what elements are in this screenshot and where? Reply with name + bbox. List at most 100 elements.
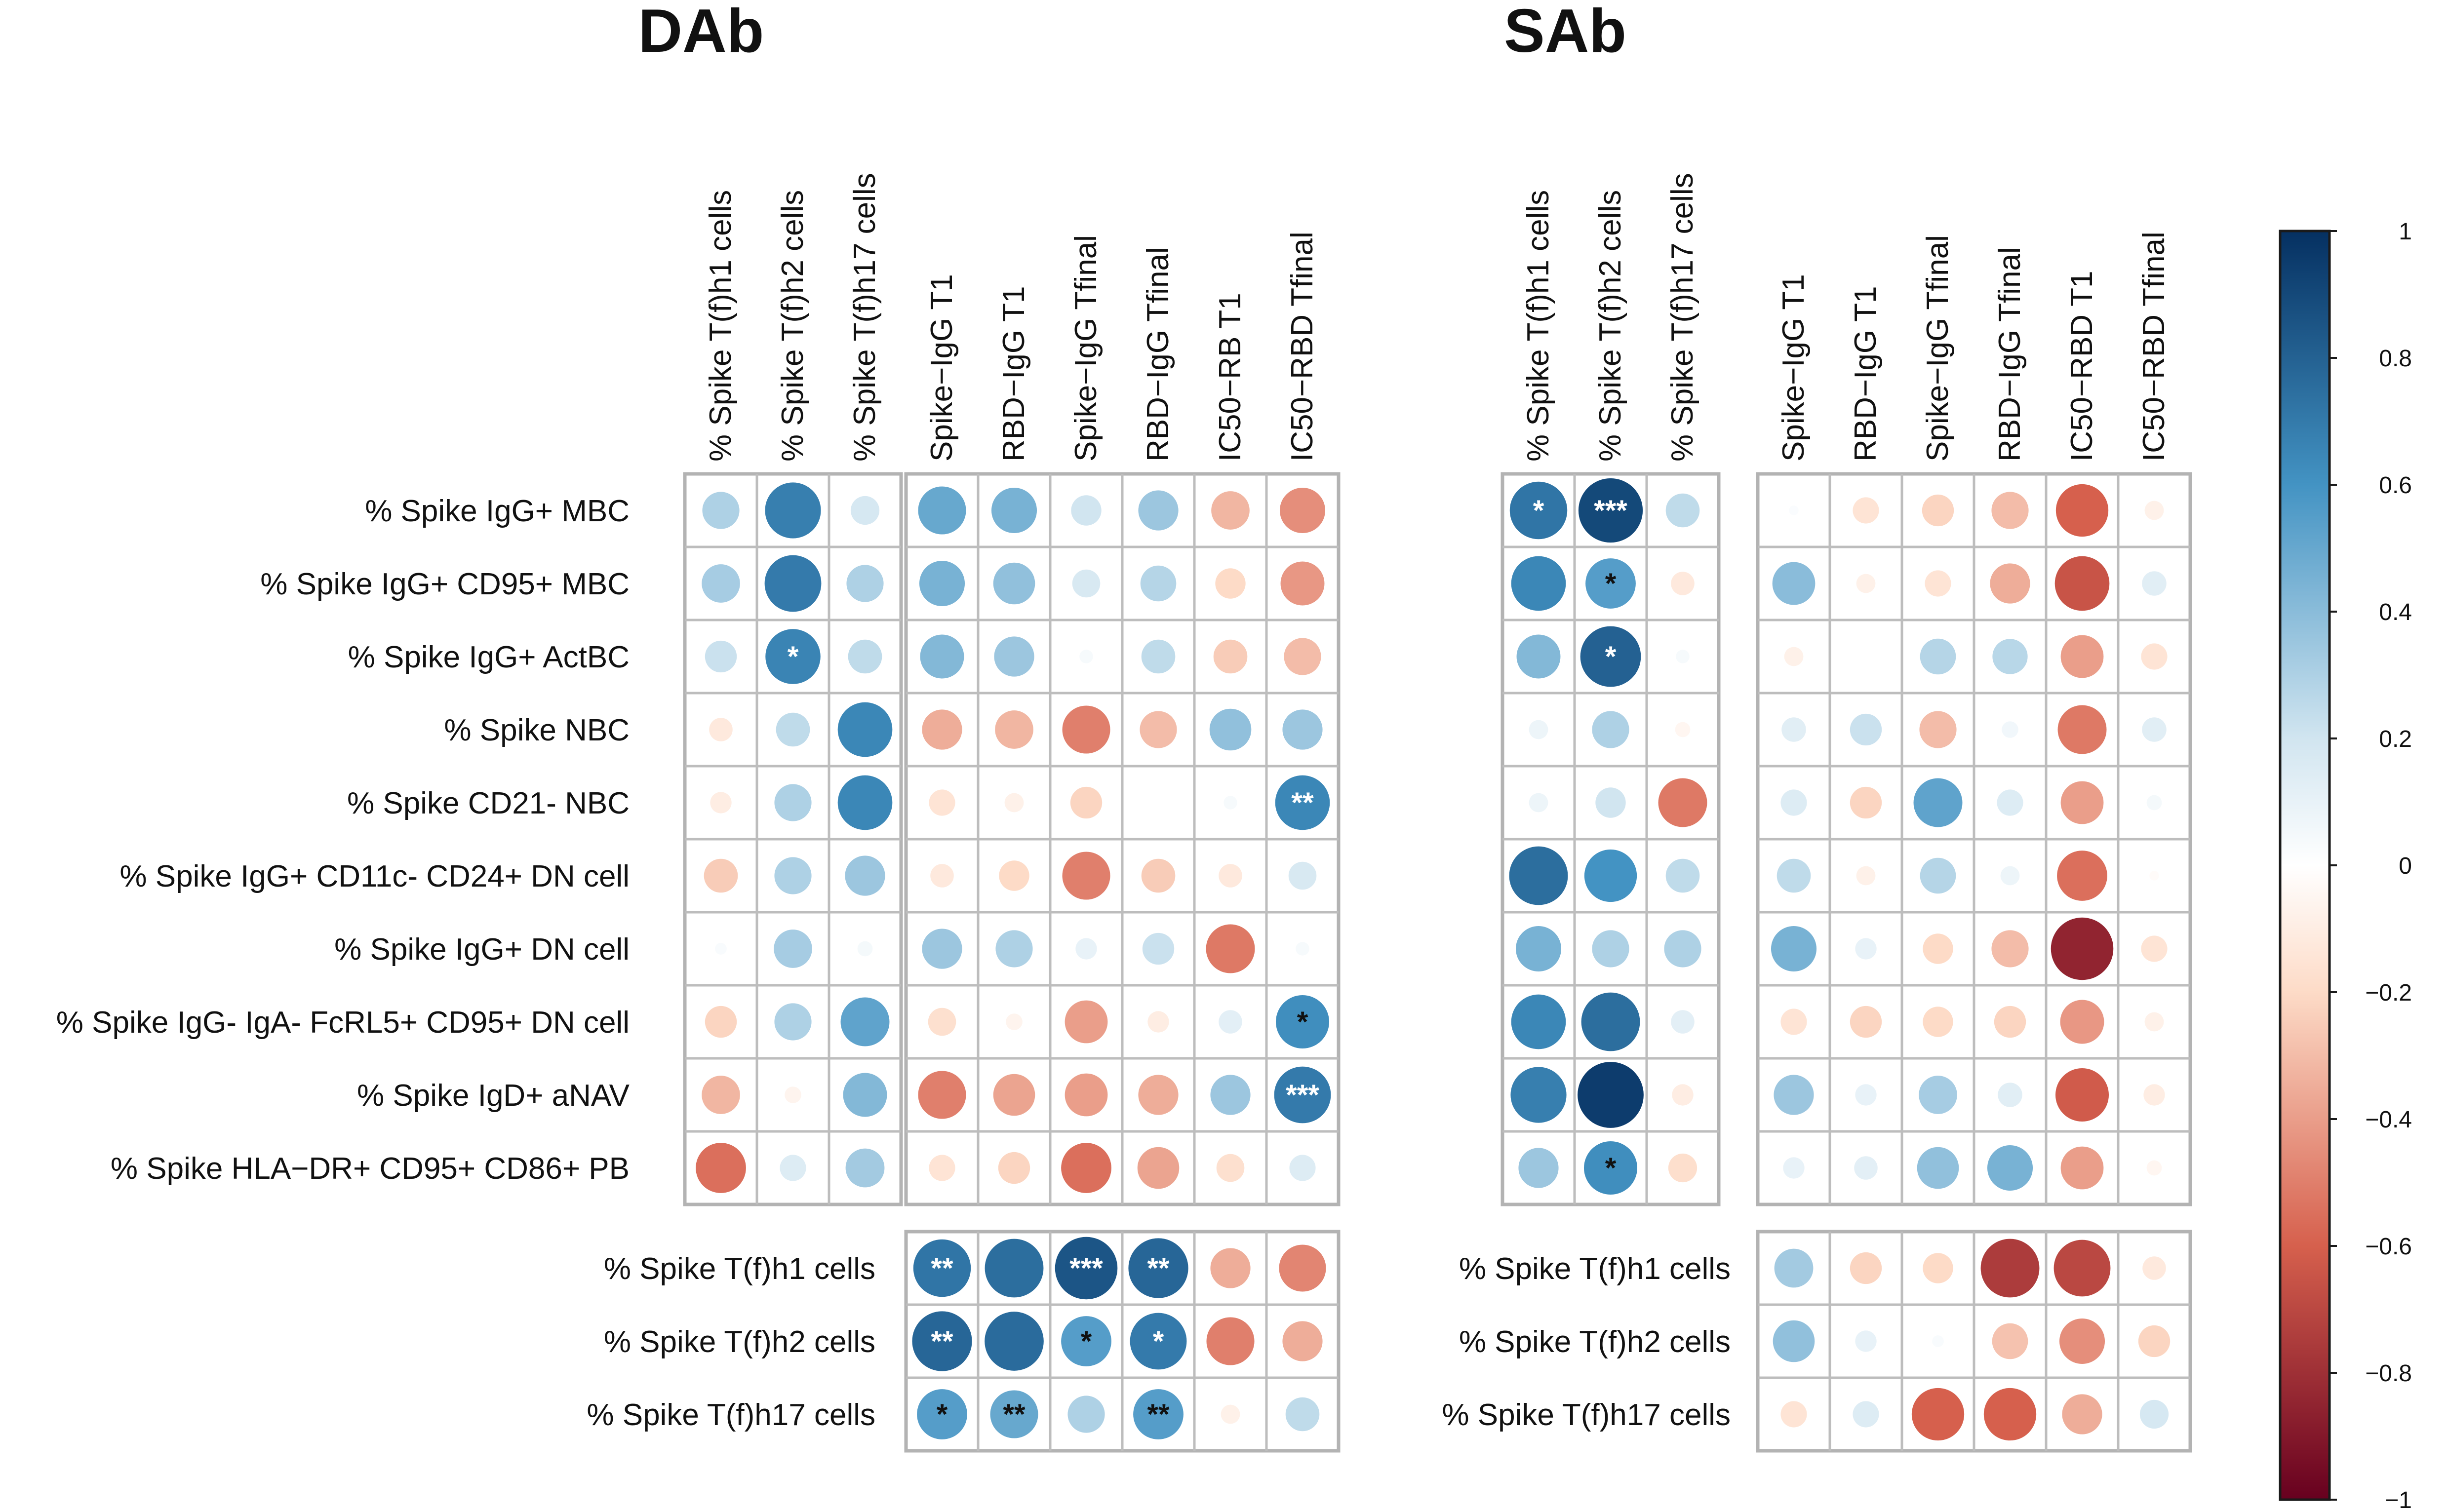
correlation-circle <box>846 565 884 602</box>
row-label: % Spike T(f)h1 cells <box>1459 1252 1731 1286</box>
correlation-circle <box>1773 1320 1815 1362</box>
significance-mark: * <box>1605 1152 1617 1184</box>
correlation-circle <box>1671 1010 1695 1034</box>
correlation-circle <box>1070 786 1103 819</box>
row-label: % Spike IgG- IgA- FcRL5+ CD95+ DN cell <box>56 1006 630 1040</box>
correlation-circle <box>1280 561 1325 606</box>
correlation-circle <box>1925 570 1951 597</box>
correlation-circle <box>1913 778 1963 827</box>
correlation-circle <box>1006 1013 1023 1030</box>
colorbar-tick-label: 1 <box>2399 219 2412 245</box>
correlation-circle <box>2057 851 2107 901</box>
correlation-circle <box>1296 942 1309 956</box>
correlation-circle <box>1509 846 1568 905</box>
correlation-circle <box>1518 1148 1559 1188</box>
correlation-circle <box>1777 858 1811 893</box>
significance-mark: *** <box>1286 1079 1319 1111</box>
correlation-circle <box>2142 1256 2166 1280</box>
correlation-circle <box>917 1389 967 1439</box>
correlation-circle <box>1288 861 1317 890</box>
correlation-circle <box>1274 1066 1331 1124</box>
correlation-circle <box>1932 1335 1944 1347</box>
correlation-circle <box>1285 1397 1320 1432</box>
correlation-circle <box>1062 852 1110 900</box>
correlation-circle <box>1138 1075 1179 1115</box>
correlation-circle <box>1856 574 1876 593</box>
plot-layer: % Spike T(f)h1 cells % Spike T(f)h2 cells… <box>56 173 2192 1453</box>
correlation-circle <box>2142 571 2167 596</box>
panel-title-dab: DAb <box>638 0 764 65</box>
correlation-circle <box>1675 722 1691 737</box>
column-label: Spike−IgG T1 <box>925 274 959 462</box>
correlation-circle <box>913 1239 971 1297</box>
correlation-circle <box>1210 1075 1251 1115</box>
correlation-circle <box>1850 1252 1882 1284</box>
correlation-circle <box>928 1008 956 1036</box>
significance-mark: ** <box>931 1325 953 1357</box>
correlation-circle <box>1133 1389 1184 1439</box>
correlation-circle <box>990 1390 1038 1438</box>
correlation-circle <box>1774 1075 1814 1115</box>
correlation-circle <box>837 775 893 830</box>
correlation-circle <box>918 1071 966 1119</box>
correlation-circle <box>2057 705 2107 754</box>
significance-mark: * <box>788 641 799 673</box>
correlation-circle <box>774 930 812 968</box>
correlation-circle <box>2142 717 2167 742</box>
column-label: IC50−RB T1 <box>1213 293 1247 462</box>
correlation-circle <box>1219 864 1242 888</box>
correlation-circle <box>1581 992 1640 1051</box>
correlation-circle <box>2060 781 2104 824</box>
correlation-circle <box>922 929 962 969</box>
correlation-circle <box>1138 490 1179 531</box>
correlation-circle <box>922 709 962 750</box>
correlation-circle <box>1511 994 1566 1049</box>
correlation-circle <box>1855 938 1877 960</box>
column-label: Spike−IgG Tfinal <box>1069 235 1103 462</box>
row-label: % Spike NBC <box>444 713 630 747</box>
column-label: RBD−IgG Tfinal <box>1993 247 2027 462</box>
column-label: % Spike T(f)h2 cells <box>1593 190 1627 462</box>
significance-mark: * <box>1153 1325 1164 1357</box>
row-label: % Spike IgD+ aNAV <box>357 1079 630 1113</box>
significance-mark: ** <box>931 1252 953 1284</box>
correlation-circle <box>702 492 740 529</box>
correlation-circle <box>1275 775 1330 830</box>
colorbar-tick-label: −0.8 <box>2365 1360 2412 1387</box>
panel-title-sab: SAb <box>1504 0 1626 65</box>
row-label: % Spike HLA−DR+ CD95+ CD86+ PB <box>111 1152 630 1186</box>
correlation-circle <box>857 941 873 957</box>
colorbar-tick-label: −1 <box>2385 1487 2412 1512</box>
correlation-circle <box>2000 866 2020 886</box>
correlation-circle <box>929 789 955 816</box>
correlation-circle <box>1141 639 1176 674</box>
correlation-circle <box>1067 1396 1105 1433</box>
correlation-circle <box>1065 1073 1108 1117</box>
correlation-circle <box>845 1148 885 1188</box>
column-label: % Spike T(f)h1 cells <box>704 190 738 462</box>
row-label: % Spike CD21- NBC <box>347 786 630 820</box>
correlation-circle <box>1991 492 2029 529</box>
colorbar-ticks: 1 0.8 0.6 0.4 0.2 0 −0.2 −0.4 −0.6 −0.8 −1 <box>2330 219 2412 1512</box>
correlation-circle <box>705 640 737 673</box>
correlation-circle <box>1771 926 1817 972</box>
correlation-circle <box>1919 1076 1957 1114</box>
colorbar-tick-label: 0.6 <box>2379 472 2412 499</box>
correlation-circle <box>1071 495 1102 526</box>
correlation-circle <box>929 1155 955 1181</box>
correlation-circle <box>709 718 733 741</box>
correlation-circle <box>764 555 822 612</box>
significance-mark: ** <box>1147 1398 1170 1431</box>
correlation-circle <box>991 487 1037 534</box>
row-label: % Spike T(f)h17 cells <box>587 1398 875 1432</box>
correlation-circle <box>1147 1011 1169 1033</box>
correlation-circle <box>930 864 954 888</box>
correlation-circle <box>1216 1154 1245 1182</box>
correlation-circle <box>1665 858 1700 893</box>
correlation-circle <box>1584 849 1637 902</box>
correlation-circle <box>919 560 965 607</box>
row-label: % Spike T(f)h17 cells <box>1442 1398 1731 1432</box>
correlation-circle <box>1784 647 1804 666</box>
column-label: RBD−IgG Tfinal <box>1141 247 1175 462</box>
